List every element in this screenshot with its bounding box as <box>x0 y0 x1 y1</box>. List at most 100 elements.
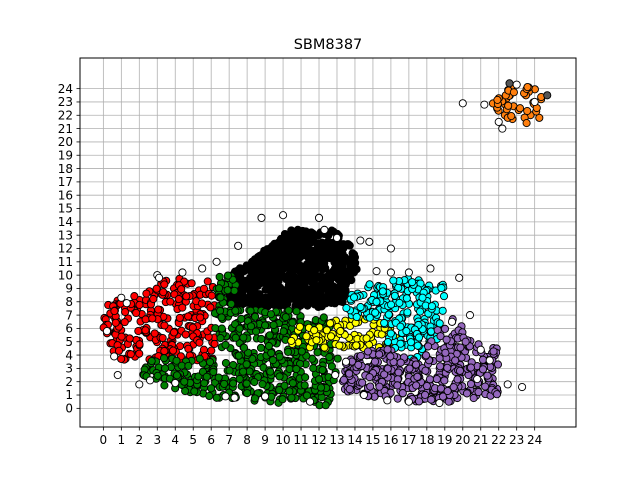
data-point <box>272 272 281 281</box>
data-point <box>141 315 150 324</box>
data-point <box>304 244 313 254</box>
y-tick-label: 7 <box>65 308 73 322</box>
data-point <box>178 303 187 312</box>
data-point <box>321 401 330 410</box>
data-point <box>216 333 225 343</box>
data-point <box>235 374 244 384</box>
data-point <box>263 245 272 254</box>
data-point <box>254 274 263 284</box>
data-point <box>314 231 323 240</box>
data-point <box>396 358 405 367</box>
data-point <box>427 395 436 404</box>
outlier-point <box>234 241 243 250</box>
data-point <box>261 321 270 330</box>
data-point <box>310 326 319 335</box>
outlier-point <box>257 213 266 222</box>
x-tick-label: 5 <box>189 433 197 447</box>
outlier-point <box>512 80 521 89</box>
outlier-point <box>198 264 207 273</box>
outlier-point <box>359 390 368 400</box>
data-point <box>466 379 476 389</box>
data-point <box>174 294 183 304</box>
data-point <box>329 254 338 263</box>
outlier-point <box>480 100 489 109</box>
data-point <box>275 242 285 251</box>
data-point <box>408 278 417 287</box>
data-point <box>509 88 518 97</box>
outlier-point <box>465 311 475 320</box>
data-point <box>402 294 411 303</box>
data-point <box>188 323 197 332</box>
data-point <box>363 347 373 356</box>
y-tick-label: 11 <box>58 255 73 269</box>
y-tick-label: 5 <box>65 335 73 349</box>
data-point <box>258 380 267 389</box>
data-point <box>299 273 308 282</box>
data-point <box>315 375 324 384</box>
outlier-point <box>305 397 315 406</box>
data-point <box>474 387 483 397</box>
data-point <box>172 356 181 365</box>
data-point <box>153 371 162 380</box>
data-point <box>205 391 214 401</box>
data-point <box>284 347 293 356</box>
data-point <box>365 313 374 322</box>
data-point <box>300 381 309 390</box>
data-point <box>249 267 258 276</box>
data-point <box>337 240 346 249</box>
data-point <box>267 348 276 358</box>
data-point <box>312 257 321 266</box>
data-point <box>263 275 273 284</box>
data-point <box>214 284 224 293</box>
data-point <box>268 291 278 300</box>
data-point <box>221 340 230 349</box>
outlier-point <box>122 299 131 308</box>
outlier-point <box>102 327 112 336</box>
data-point <box>393 381 402 390</box>
data-point <box>297 347 306 356</box>
data-point <box>180 377 189 386</box>
data-point <box>516 104 525 113</box>
data-point <box>318 365 327 375</box>
data-point <box>327 271 336 280</box>
y-tick-label: 0 <box>65 402 73 416</box>
data-point <box>298 291 307 300</box>
data-point <box>415 397 424 406</box>
data-point <box>339 375 348 384</box>
outlier-point <box>426 264 435 273</box>
data-point <box>420 390 430 399</box>
data-point <box>345 369 354 378</box>
data-point <box>492 390 502 399</box>
data-point <box>383 345 392 354</box>
data-point <box>338 297 347 307</box>
data-point <box>120 318 129 327</box>
data-point <box>231 306 240 315</box>
data-point <box>427 302 436 311</box>
x-tick-label: 6 <box>207 433 215 447</box>
data-point <box>375 382 384 391</box>
data-point <box>154 305 163 314</box>
outlier-point <box>332 233 342 242</box>
data-point <box>523 106 532 116</box>
data-point <box>255 290 264 299</box>
data-point <box>469 394 478 403</box>
data-point <box>481 382 490 391</box>
y-tick-label: 8 <box>65 295 73 309</box>
data-point <box>362 334 371 343</box>
data-point <box>181 386 190 396</box>
data-point <box>352 341 361 350</box>
data-point <box>110 307 119 316</box>
x-axis-ticks: 0 1 2 3 4 5 6 7 8 9 10 11 12 13 14 15 16 17 18 19 20 21 22 23 24 <box>100 427 542 447</box>
data-point <box>345 241 354 250</box>
data-point <box>350 253 360 262</box>
data-point <box>412 381 421 390</box>
data-point <box>406 338 416 347</box>
data-point <box>182 292 191 301</box>
data-point <box>285 269 294 278</box>
outlier-point <box>155 273 164 282</box>
data-point <box>422 381 431 391</box>
data-point <box>114 346 124 355</box>
data-point <box>295 322 304 331</box>
outlier-point <box>455 273 464 282</box>
x-tick-label: 14 <box>347 433 362 447</box>
